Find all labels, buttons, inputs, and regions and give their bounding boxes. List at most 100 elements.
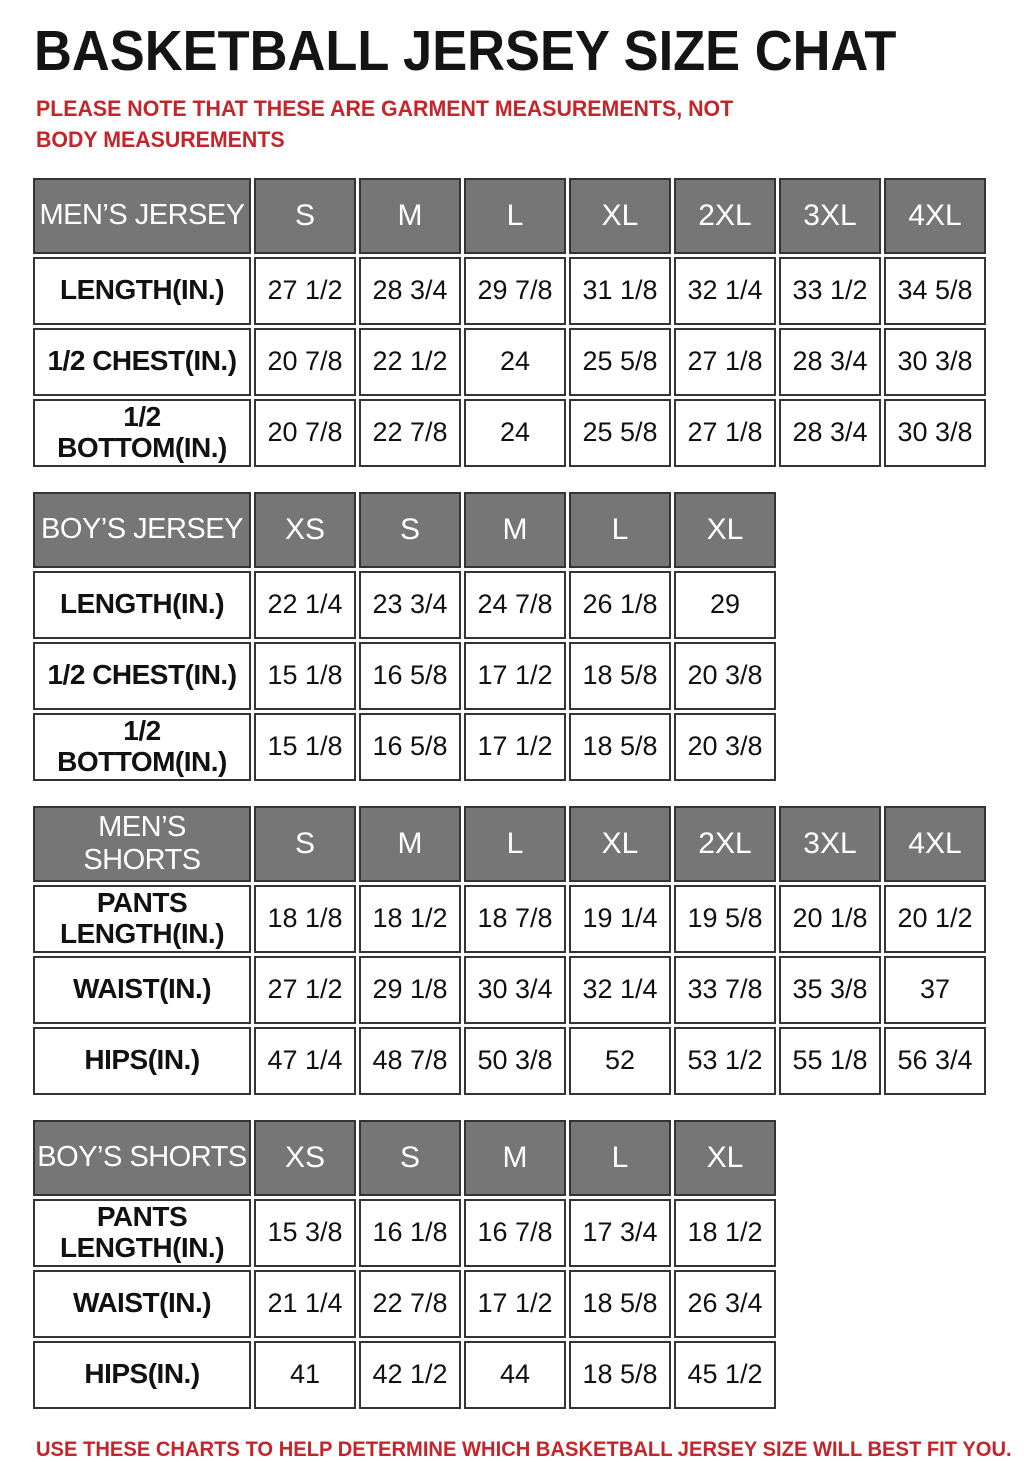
- size-header-cell: XL: [674, 491, 776, 568]
- table-header-row: MEN’S SHORTS S M L XL 2XL 3XL 4XL: [33, 805, 986, 882]
- measure-value-cell: 15 1/8: [254, 641, 356, 710]
- measure-value-cell: 47 1/4: [254, 1026, 356, 1095]
- measure-value-cell: 20 7/8: [254, 398, 356, 467]
- measure-value-cell: 22 7/8: [359, 1269, 461, 1338]
- size-header-cell: M: [464, 491, 566, 568]
- table-title-cell: MEN’S JERSEY: [33, 177, 251, 254]
- measure-value-cell: 35 3/8: [779, 955, 881, 1024]
- table-header-row: BOY’S JERSEY XS S M L XL: [33, 491, 776, 568]
- table-header-row: BOY’S SHORTS XS S M L XL: [33, 1119, 776, 1196]
- measure-value-cell: 44: [464, 1340, 566, 1409]
- measure-value-cell: 17 1/2: [464, 712, 566, 781]
- measure-label-cell: HIPS(IN.): [33, 1026, 251, 1095]
- measure-label-cell: LENGTH(IN.): [33, 570, 251, 639]
- measure-value-cell: 18 1/2: [674, 1198, 776, 1267]
- measure-value-cell: 17 3/4: [569, 1198, 671, 1267]
- table-row: 1/2 CHEST(IN.) 20 7/8 22 1/2 24 25 5/8 2…: [33, 327, 986, 396]
- measure-value-cell: 34 5/8: [884, 256, 986, 325]
- boys-jersey-table: BOY’S JERSEY XS S M L XL LENGTH(IN.) 22 …: [30, 488, 779, 784]
- page-title: BASKETBALL JERSEY SIZE CHAT: [34, 19, 897, 83]
- size-header-cell: XS: [254, 491, 356, 568]
- measure-value-cell: 30 3/4: [464, 955, 566, 1024]
- measure-label-cell: LENGTH(IN.): [33, 256, 251, 325]
- measure-value-cell: 20 1/8: [779, 884, 881, 953]
- measure-value-cell: 22 1/4: [254, 570, 356, 639]
- measure-value-cell: 20 3/8: [674, 641, 776, 710]
- table-row: PANTS LENGTH(IN.) 15 3/8 16 1/8 16 7/8 1…: [33, 1198, 776, 1267]
- measure-value-cell: 24: [464, 327, 566, 396]
- measure-value-cell: 24 7/8: [464, 570, 566, 639]
- measure-label-cell: 1/2 BOTTOM(IN.): [33, 398, 251, 467]
- measure-value-cell: 37: [884, 955, 986, 1024]
- table-row: HIPS(IN.) 41 42 1/2 44 18 5/8 45 1/2: [33, 1340, 776, 1409]
- measure-value-cell: 20 7/8: [254, 327, 356, 396]
- measure-value-cell: 29 1/8: [359, 955, 461, 1024]
- measure-value-cell: 17 1/2: [464, 641, 566, 710]
- table-title-cell: BOY’S SHORTS: [33, 1119, 251, 1196]
- table-row: 1/2 BOTTOM(IN.) 15 1/8 16 5/8 17 1/2 18 …: [33, 712, 776, 781]
- measure-value-cell: 29: [674, 570, 776, 639]
- measure-label-cell: 1/2 BOTTOM(IN.): [33, 712, 251, 781]
- measure-value-cell: 30 3/8: [884, 327, 986, 396]
- table-title-cell: MEN’S SHORTS: [33, 805, 251, 882]
- table-row: 1/2 BOTTOM(IN.) 20 7/8 22 7/8 24 25 5/8 …: [33, 398, 986, 467]
- measure-value-cell: 32 1/4: [569, 955, 671, 1024]
- measure-value-cell: 20 1/2: [884, 884, 986, 953]
- size-header-cell: 4XL: [884, 177, 986, 254]
- size-header-cell: S: [359, 1119, 461, 1196]
- size-header-cell: L: [569, 491, 671, 568]
- measure-value-cell: 48 7/8: [359, 1026, 461, 1095]
- measure-value-cell: 27 1/2: [254, 256, 356, 325]
- measure-value-cell: 21 1/4: [254, 1269, 356, 1338]
- table-row: PANTS LENGTH(IN.) 18 1/8 18 1/2 18 7/8 1…: [33, 884, 986, 953]
- measure-label-cell: 1/2 CHEST(IN.): [33, 327, 251, 396]
- boys-shorts-table: BOY’S SHORTS XS S M L XL PANTS LENGTH(IN…: [30, 1116, 779, 1412]
- measure-value-cell: 56 3/4: [884, 1026, 986, 1095]
- measure-value-cell: 55 1/8: [779, 1026, 881, 1095]
- measure-value-cell: 18 7/8: [464, 884, 566, 953]
- table-row: LENGTH(IN.) 27 1/2 28 3/4 29 7/8 31 1/8 …: [33, 256, 986, 325]
- size-header-cell: M: [359, 177, 461, 254]
- measure-value-cell: 18 5/8: [569, 641, 671, 710]
- measure-value-cell: 53 1/2: [674, 1026, 776, 1095]
- measure-value-cell: 18 5/8: [569, 1340, 671, 1409]
- measure-label-cell: WAIST(IN.): [33, 955, 251, 1024]
- measure-value-cell: 52: [569, 1026, 671, 1095]
- measure-value-cell: 27 1/8: [674, 398, 776, 467]
- garment-measurement-note: PLEASE NOTE THAT THESE ARE GARMENT MEASU…: [36, 96, 734, 152]
- measure-value-cell: 50 3/8: [464, 1026, 566, 1095]
- measure-label-cell: PANTS LENGTH(IN.): [33, 884, 251, 953]
- measure-value-cell: 30 3/8: [884, 398, 986, 467]
- measure-value-cell: 18 5/8: [569, 712, 671, 781]
- measure-value-cell: 17 1/2: [464, 1269, 566, 1338]
- measure-value-cell: 28 3/4: [779, 327, 881, 396]
- measure-value-cell: 29 7/8: [464, 256, 566, 325]
- measure-value-cell: 26 3/4: [674, 1269, 776, 1338]
- measure-value-cell: 19 5/8: [674, 884, 776, 953]
- size-header-cell: S: [254, 805, 356, 882]
- size-header-cell: 3XL: [779, 177, 881, 254]
- measure-value-cell: 25 5/8: [569, 398, 671, 467]
- size-header-cell: 4XL: [884, 805, 986, 882]
- table-header-row: MEN’S JERSEY S M L XL 2XL 3XL 4XL: [33, 177, 986, 254]
- measure-value-cell: 16 5/8: [359, 641, 461, 710]
- mens-shorts-table: MEN’S SHORTS S M L XL 2XL 3XL 4XL PANTS …: [30, 802, 989, 1098]
- size-header-cell: 3XL: [779, 805, 881, 882]
- measure-label-cell: 1/2 CHEST(IN.): [33, 641, 251, 710]
- measure-value-cell: 22 1/2: [359, 327, 461, 396]
- measure-value-cell: 15 1/8: [254, 712, 356, 781]
- table-row: LENGTH(IN.) 22 1/4 23 3/4 24 7/8 26 1/8 …: [33, 570, 776, 639]
- measure-value-cell: 19 1/4: [569, 884, 671, 953]
- size-header-cell: 2XL: [674, 805, 776, 882]
- size-header-cell: L: [464, 805, 566, 882]
- size-header-cell: M: [359, 805, 461, 882]
- measure-value-cell: 18 5/8: [569, 1269, 671, 1338]
- table-title-cell: BOY’S JERSEY: [33, 491, 251, 568]
- measure-label-cell: WAIST(IN.): [33, 1269, 251, 1338]
- measure-value-cell: 27 1/2: [254, 955, 356, 1024]
- measure-value-cell: 20 3/8: [674, 712, 776, 781]
- measure-value-cell: 26 1/8: [569, 570, 671, 639]
- measure-value-cell: 22 7/8: [359, 398, 461, 467]
- measure-value-cell: 33 7/8: [674, 955, 776, 1024]
